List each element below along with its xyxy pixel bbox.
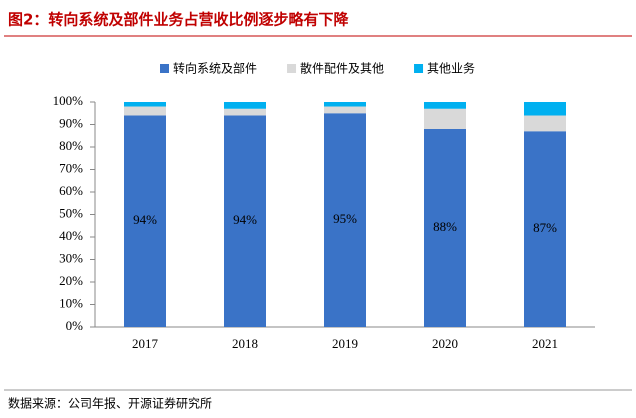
bar-segment <box>124 102 166 107</box>
y-tick-label: 90% <box>59 115 83 130</box>
bar-segment <box>124 115 166 327</box>
bar-segment <box>524 115 566 132</box>
legend-label: 其他业务 <box>427 61 475 76</box>
bar-segment <box>224 108 266 116</box>
bar-segment <box>424 102 466 109</box>
y-tick-label: 80% <box>59 138 83 153</box>
legend-label: 散件配件及其他 <box>300 61 384 76</box>
data-label: 95% <box>333 211 357 226</box>
data-label: 88% <box>433 219 457 234</box>
bar-segment <box>324 113 366 327</box>
bar-segment <box>524 102 566 116</box>
data-label: 87% <box>533 220 557 235</box>
y-tick-label: 50% <box>59 205 83 220</box>
bar-segment <box>224 115 266 327</box>
y-tick-label: 0% <box>66 318 84 333</box>
bar-segment <box>424 129 466 327</box>
x-tick-label: 2017 <box>132 336 159 351</box>
data-label: 94% <box>133 212 157 227</box>
legend-swatch <box>414 64 424 73</box>
y-tick-label: 70% <box>59 160 83 175</box>
bar-segment <box>324 102 366 107</box>
x-tick-label: 2019 <box>332 336 358 351</box>
y-tick-label: 100% <box>53 93 84 108</box>
x-tick-label: 2020 <box>432 336 458 351</box>
bar-segment <box>224 102 266 109</box>
bar-segment <box>524 131 566 327</box>
x-tick-label: 2021 <box>532 336 558 351</box>
x-tick-label: 2018 <box>232 336 258 351</box>
y-tick-label: 30% <box>59 250 83 265</box>
y-tick-label: 10% <box>59 295 83 310</box>
y-tick-label: 40% <box>59 228 83 243</box>
legend-swatch <box>160 64 169 73</box>
data-label: 94% <box>233 212 257 227</box>
bar-segment <box>424 108 466 129</box>
y-tick-label: 60% <box>59 183 83 198</box>
bar-segment <box>124 106 166 116</box>
bar-segment <box>324 106 366 114</box>
legend-swatch <box>287 64 297 73</box>
legend-label: 转向系统及部件 <box>173 61 257 76</box>
chart-title: 图2：转向系统及部件业务占营收比例逐步略有下降 <box>8 11 349 29</box>
y-tick-label: 20% <box>59 273 83 288</box>
source-note: 数据来源：公司年报、开源证券研究所 <box>8 396 212 411</box>
